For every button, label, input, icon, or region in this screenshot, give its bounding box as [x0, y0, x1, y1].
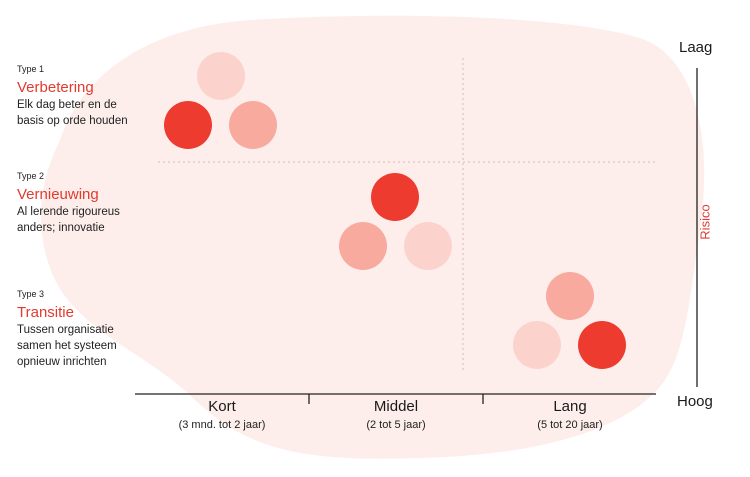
circle-mid [546, 272, 594, 320]
axis-category-range: (2 tot 5 jaar) [366, 419, 426, 431]
circle-dark [371, 173, 419, 221]
description-line: samen het systeem [17, 340, 117, 352]
type-description: Al lerende rigoureus anders; innovatie [17, 204, 157, 236]
x-axis-label-middel: Middel (2 tot 5 jaar) [316, 398, 476, 432]
description-line: opnieuw inrichten [17, 356, 107, 368]
circle-light [513, 321, 561, 369]
type-label: Type 2 [17, 171, 45, 181]
axis-category-range: (3 mnd. tot 2 jaar) [178, 419, 266, 431]
risk-high-label: Hoog [677, 393, 713, 410]
description-line: basis op orde houden [17, 115, 128, 127]
circle-dark [578, 321, 626, 369]
x-axis-label-kort: Kort (3 mnd. tot 2 jaar) [142, 398, 302, 432]
axis-category-name: Lang [553, 398, 587, 415]
type-title: Verbetering [17, 79, 94, 96]
risk-axis-title: Risico [697, 204, 713, 240]
circle-light [197, 52, 245, 100]
circle-light [404, 222, 452, 270]
circle-dark [164, 101, 212, 149]
type-label: Type 1 [17, 64, 45, 74]
type-title: Vernieuwing [17, 186, 99, 203]
risk-low-label: Laag [679, 39, 713, 56]
cluster-type-1 [164, 52, 277, 149]
type-description: Elk dag beter en de basis op orde houden [17, 97, 157, 129]
type-2-block: Type 2 Vernieuwing Al lerende rigoureus … [17, 171, 157, 236]
type-1-block: Type 1 Verbetering Elk dag beter en de b… [17, 64, 157, 129]
type-3-block: Type 3 Transitie Tussen organisatie same… [17, 289, 157, 370]
description-line: Tussen organisatie [17, 324, 114, 336]
type-description: Tussen organisatie samen het systeem opn… [17, 322, 157, 370]
circle-mid [339, 222, 387, 270]
axis-category-range: (5 tot 20 jaar) [537, 419, 603, 431]
circle-mid [229, 101, 277, 149]
cluster-type-3 [513, 272, 626, 369]
description-line: Elk dag beter en de [17, 99, 117, 111]
description-line: anders; innovatie [17, 222, 105, 234]
description-line: Al lerende rigoureus [17, 206, 120, 218]
type-title: Transitie [17, 304, 74, 321]
x-axis-label-lang: Lang (5 tot 20 jaar) [490, 398, 650, 432]
cluster-type-2 [339, 173, 452, 270]
axis-category-name: Kort [208, 398, 236, 415]
type-label: Type 3 [17, 289, 45, 299]
axis-category-name: Middel [373, 398, 419, 415]
